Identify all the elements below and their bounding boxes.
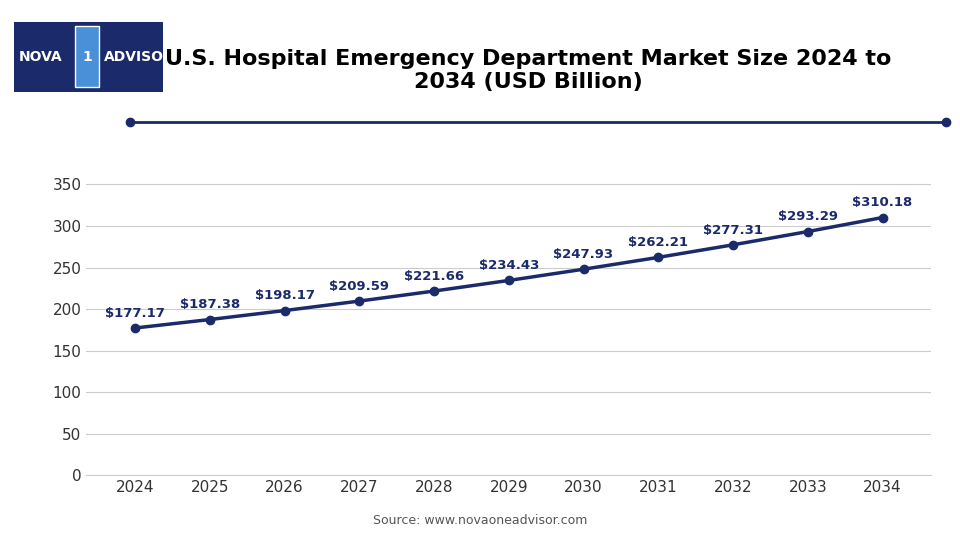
Text: Source: www.novaoneadvisor.com: Source: www.novaoneadvisor.com: [372, 514, 588, 526]
Text: $262.21: $262.21: [629, 236, 688, 249]
Text: U.S. Hospital Emergency Department Market Size 2024 to
2034 (USD Billion): U.S. Hospital Emergency Department Marke…: [165, 49, 891, 92]
FancyBboxPatch shape: [76, 26, 99, 87]
Text: $277.31: $277.31: [703, 224, 763, 237]
Text: $247.93: $247.93: [554, 248, 613, 261]
Text: $293.29: $293.29: [778, 210, 838, 223]
Text: $187.38: $187.38: [180, 298, 240, 311]
Text: $310.18: $310.18: [852, 196, 913, 209]
Text: 1: 1: [83, 50, 92, 64]
Text: $198.17: $198.17: [254, 289, 315, 302]
FancyBboxPatch shape: [14, 22, 163, 92]
Text: NOVA: NOVA: [19, 50, 62, 64]
Text: $177.17: $177.17: [105, 307, 165, 320]
Text: $221.66: $221.66: [404, 270, 464, 283]
Text: $234.43: $234.43: [479, 259, 539, 272]
Text: $209.59: $209.59: [329, 280, 389, 293]
Text: ADVISOR: ADVISOR: [104, 50, 175, 64]
